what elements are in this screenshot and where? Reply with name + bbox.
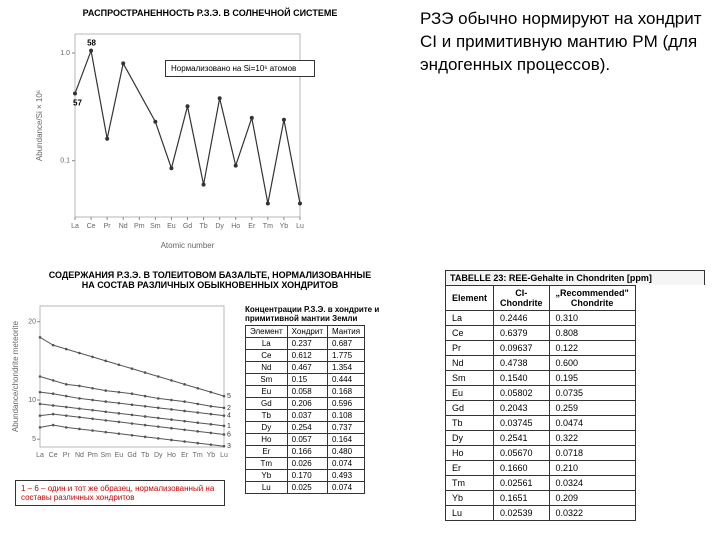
table2-caption: TABELLE 23: REE-Gehalte in Chondriten [p… — [445, 270, 705, 285]
svg-text:Lu: Lu — [296, 223, 304, 230]
chart2-title: СОДЕРЖАНИЯ Р.З.Э. В ТОЛЕИТОВОМ БАЗАЛЬТЕ,… — [10, 270, 410, 290]
svg-text:Sm: Sm — [100, 452, 111, 459]
svg-text:Pr: Pr — [104, 223, 112, 230]
svg-text:La: La — [71, 223, 79, 230]
svg-text:Tb: Tb — [199, 223, 207, 230]
svg-text:20: 20 — [28, 319, 36, 326]
table1: ЭлементХондритМантияLa0.2370.687Ce0.6121… — [245, 325, 365, 494]
svg-text:1.0: 1.0 — [60, 50, 70, 57]
chart2-plot: 5 10 20 La Ce Pr NdPmSm EuGd Tb Dy Ho Er Tm Yb Lu Abund… — [8, 298, 238, 473]
body-text: РЗЭ обычно нормируют на хондрит СI и при… — [420, 8, 705, 77]
svg-text:6: 6 — [227, 431, 231, 438]
svg-text:0.1: 0.1 — [60, 158, 70, 165]
svg-text:Eu: Eu — [167, 223, 176, 230]
svg-text:Gd: Gd — [183, 223, 192, 230]
svg-text:Ce: Ce — [49, 452, 58, 459]
svg-text:Yb: Yb — [207, 452, 216, 459]
svg-text:3: 3 — [227, 443, 231, 450]
svg-text:Eu: Eu — [115, 452, 124, 459]
svg-text:5: 5 — [227, 393, 231, 400]
svg-text:Nd: Nd — [75, 452, 84, 459]
svg-text:Ho: Ho — [231, 223, 240, 230]
svg-text:Gd: Gd — [127, 452, 136, 459]
svg-text:58: 58 — [87, 39, 96, 48]
svg-text:5: 5 — [32, 436, 36, 443]
svg-text:57: 57 — [73, 99, 82, 108]
svg-text:Tm: Tm — [193, 452, 203, 459]
svg-text:Er: Er — [248, 223, 256, 230]
svg-text:Ho: Ho — [167, 452, 176, 459]
svg-text:La: La — [36, 452, 44, 459]
svg-text:Lu: Lu — [220, 452, 228, 459]
chart1-norm-label: Нормализовано на Si=10⁶ атомов — [165, 60, 315, 77]
svg-text:Pr: Pr — [63, 452, 71, 459]
svg-text:Dy: Dy — [154, 452, 163, 459]
svg-text:10: 10 — [28, 397, 36, 404]
svg-text:Pm: Pm — [134, 223, 145, 230]
svg-text:Ce: Ce — [87, 223, 96, 230]
chart1-plot: 0.1 1.0 La Ce Pr Nd Pm Sm Eu Gd Tb Dy Ho Er Tm Yb Lu Atom… — [30, 22, 310, 252]
svg-text:Er: Er — [181, 452, 189, 459]
svg-text:Tm: Tm — [263, 223, 273, 230]
table2: ElementCI- Chondrite„Recommended" Chondr… — [445, 285, 636, 521]
svg-text:4: 4 — [227, 413, 231, 420]
svg-text:Atomic number: Atomic number — [161, 241, 215, 250]
svg-text:Sm: Sm — [150, 223, 161, 230]
chart2-caption: 1 – 6 – один и тот же образец, нормализо… — [15, 480, 225, 506]
svg-text:Yb: Yb — [280, 223, 289, 230]
svg-text:2: 2 — [227, 405, 231, 412]
svg-text:Abundance/chondrite meteorite: Abundance/chondrite meteorite — [11, 320, 20, 432]
table1-title: Концентрации Р.З.Э. в хондрите и примити… — [245, 305, 430, 323]
chart1-title: РАСПРОСТРАНЕННОСТЬ Р.З.Э. В СОЛНЕЧНОЙ СИ… — [20, 8, 400, 18]
svg-text:Tb: Tb — [141, 452, 149, 459]
svg-text:Dy: Dy — [215, 223, 224, 230]
svg-text:1: 1 — [227, 423, 231, 430]
svg-text:Nd: Nd — [119, 223, 128, 230]
svg-text:Abundance/Si × 10⁶: Abundance/Si × 10⁶ — [35, 90, 44, 161]
svg-text:Pm: Pm — [87, 452, 98, 459]
